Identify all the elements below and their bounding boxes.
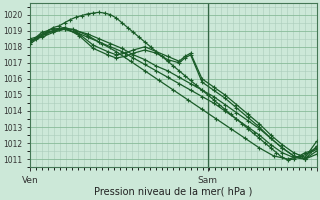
X-axis label: Pression niveau de la mer( hPa ): Pression niveau de la mer( hPa ) — [94, 187, 252, 197]
